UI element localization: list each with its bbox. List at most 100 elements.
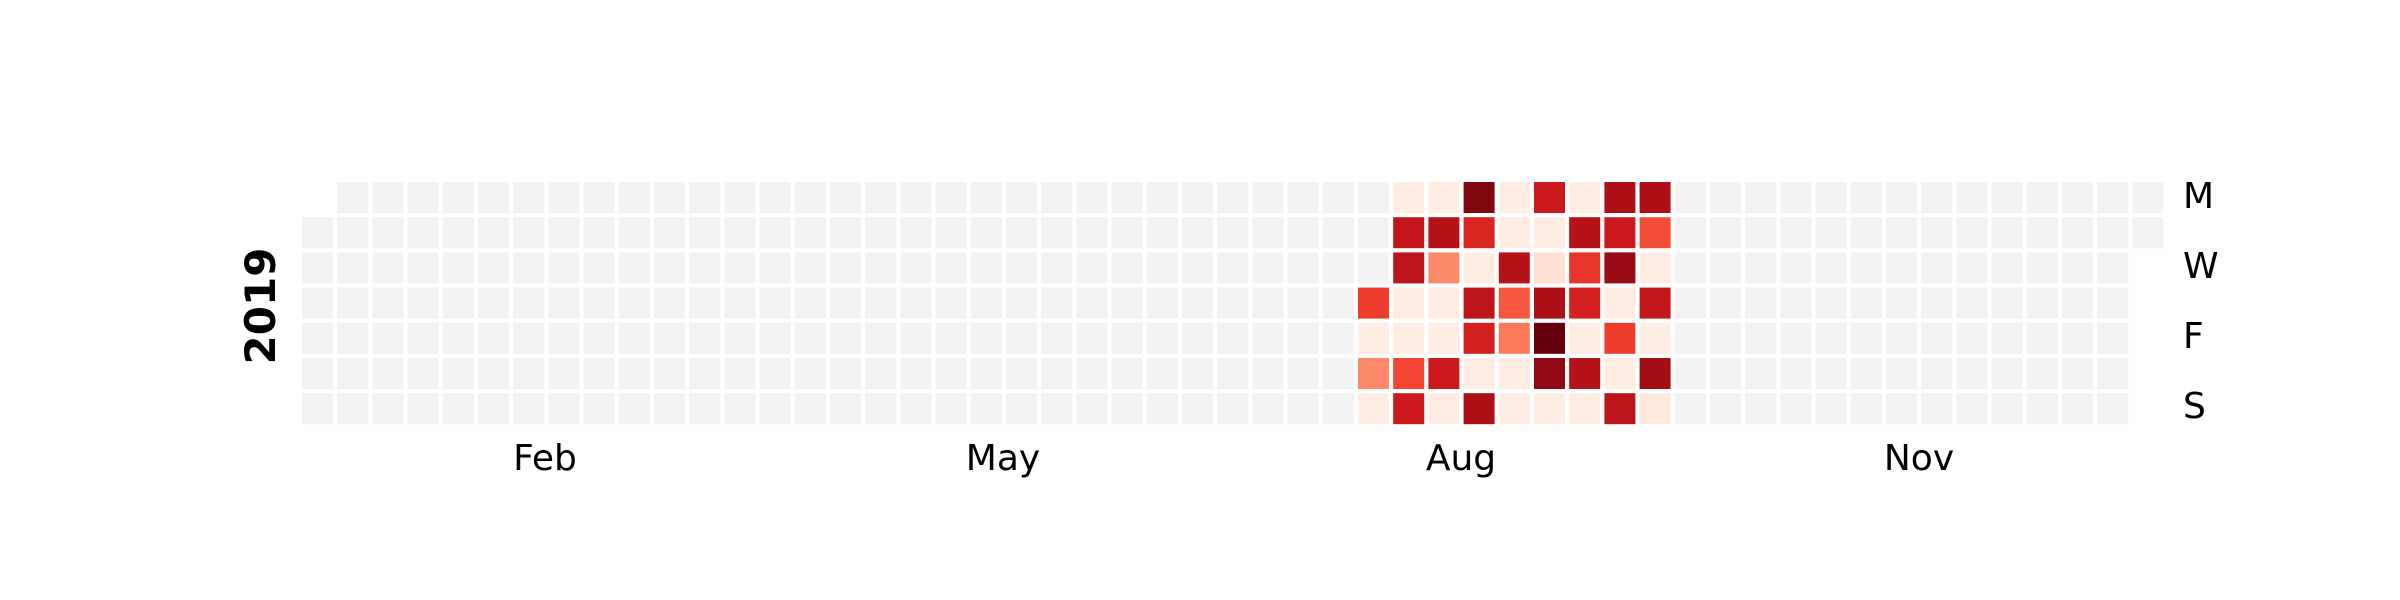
day-cell (1534, 287, 1565, 319)
day-cell (970, 358, 1002, 389)
day-cell (724, 217, 756, 249)
day-cell (1393, 252, 1425, 284)
day-cell (1076, 287, 1108, 319)
day-cell (1850, 322, 1882, 354)
day-cell (1991, 393, 2023, 425)
month-label-may: May (966, 438, 1040, 479)
day-cell (1780, 358, 1812, 389)
day-cell (548, 287, 580, 319)
day-cell (1428, 182, 1460, 213)
day-cell (513, 182, 545, 213)
day-cell (1146, 182, 1178, 213)
day-cell (1956, 393, 1988, 425)
day-cell (548, 358, 580, 389)
day-cell (935, 393, 967, 425)
day-cell (1850, 217, 1882, 249)
day-cell (794, 252, 826, 284)
day-cell (1745, 393, 1777, 425)
day-cell (513, 287, 545, 319)
day-cell (935, 217, 967, 249)
day-cell (302, 358, 333, 389)
day-cell (1393, 287, 1425, 319)
day-cell (1393, 322, 1425, 354)
year-label: 2019 (236, 248, 285, 365)
day-cell (2026, 182, 2058, 213)
day-cell (1041, 217, 1073, 249)
weekday-label-mon: M (2183, 176, 2214, 217)
day-cell (1182, 393, 1213, 425)
day-cell (1674, 358, 1706, 389)
day-cell (1745, 182, 1777, 213)
day-cell (478, 322, 509, 354)
day-cell (1041, 322, 1073, 354)
day-cell (724, 393, 756, 425)
day-cell (1921, 322, 1953, 354)
day-cell (1111, 358, 1143, 389)
day-cell (1322, 252, 1354, 284)
day-cell (759, 182, 791, 213)
day-cell (1076, 252, 1108, 284)
day-cell (1569, 287, 1601, 319)
day-cell (478, 393, 509, 425)
day-cell (865, 358, 897, 389)
day-cell (1322, 393, 1354, 425)
day-cell (2026, 252, 2058, 284)
day-cell (337, 358, 369, 389)
day-cell (654, 393, 685, 425)
day-cell (1886, 393, 1917, 425)
day-cell (442, 358, 474, 389)
day-cell (302, 252, 333, 284)
day-cell (1534, 182, 1565, 213)
day-cell (1850, 358, 1882, 389)
day-cell (513, 358, 545, 389)
day-cell (1393, 393, 1425, 425)
day-cell (1111, 182, 1143, 213)
day-cell (548, 252, 580, 284)
day-cell (1745, 287, 1777, 319)
day-cell (1780, 393, 1812, 425)
day-cell (1991, 287, 2023, 319)
day-cell (865, 217, 897, 249)
month-label-feb: Feb (513, 438, 577, 479)
day-cell (1956, 217, 1988, 249)
day-cell (759, 252, 791, 284)
day-cell (1041, 182, 1073, 213)
day-cell (1604, 287, 1636, 319)
day-cell (1604, 217, 1636, 249)
day-cell (1886, 252, 1917, 284)
day-cell (689, 252, 721, 284)
day-cell (1921, 252, 1953, 284)
day-cell (1674, 252, 1706, 284)
day-cell (2097, 322, 2129, 354)
day-cell (1217, 322, 1249, 354)
day-cell (1780, 252, 1812, 284)
day-cell (407, 393, 439, 425)
day-cell (1076, 322, 1108, 354)
month-labels: Feb May Aug Nov (513, 438, 1954, 479)
day-cell (583, 252, 615, 284)
day-cell (1358, 287, 1389, 319)
day-cell (1498, 358, 1530, 389)
day-cell (1428, 393, 1460, 425)
day-cell (1886, 182, 1917, 213)
day-cell (1604, 252, 1636, 284)
day-cell (548, 182, 580, 213)
day-cell (478, 287, 509, 319)
day-cell (2062, 182, 2093, 213)
day-cell (1111, 252, 1143, 284)
day-cell (1182, 217, 1213, 249)
day-cell (2097, 182, 2129, 213)
day-cell (970, 287, 1002, 319)
day-cell (1569, 358, 1601, 389)
day-cell (689, 182, 721, 213)
day-cell (2132, 217, 2164, 249)
day-cell (1921, 182, 1953, 213)
day-cell (1358, 322, 1389, 354)
day-cell (1182, 252, 1213, 284)
day-cell (1428, 358, 1460, 389)
day-cell (2062, 358, 2093, 389)
day-cell (1041, 358, 1073, 389)
day-cell (1217, 358, 1249, 389)
day-cell (1111, 322, 1143, 354)
